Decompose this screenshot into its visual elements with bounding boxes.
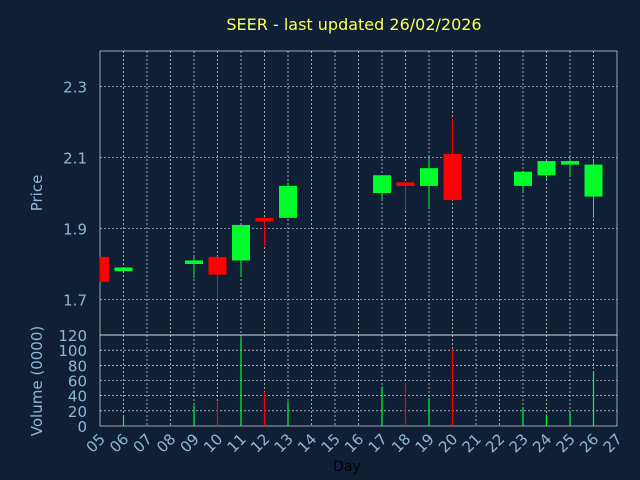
- candle-body: [232, 224, 250, 261]
- candle: [443, 118, 462, 201]
- candle: [561, 157, 579, 176]
- candle-body: [279, 185, 297, 218]
- candle: [208, 256, 227, 300]
- x-axis-label: Day: [333, 459, 361, 475]
- chart-title: SEER - last updated 26/02/2026: [226, 15, 481, 34]
- candle: [373, 175, 391, 201]
- price-y-tick: 1.9: [63, 221, 87, 239]
- candle: [99, 256, 109, 282]
- candle: [232, 224, 250, 275]
- candle-body: [537, 161, 556, 176]
- candle-body: [255, 217, 274, 222]
- candle-body: [208, 256, 227, 275]
- candle-body: [373, 175, 391, 193]
- candle-body: [514, 171, 532, 186]
- candle-body: [100, 256, 109, 282]
- candle: [584, 161, 603, 218]
- volume-y-tick: 100: [58, 342, 87, 360]
- candle-body: [185, 260, 203, 264]
- candle-body: [114, 267, 133, 272]
- price-panel: 1.7 1.9 2.1 2.3 Price: [28, 50, 618, 336]
- volume-bars: [122, 337, 595, 426]
- candle-body: [561, 161, 579, 165]
- price-y-tick-labels: 1.7 1.9 2.1 2.3: [63, 79, 87, 310]
- candle-body: [584, 164, 603, 197]
- volume-y-tick: 80: [68, 357, 87, 375]
- candle: [255, 217, 274, 247]
- candle: [537, 161, 556, 179]
- candle: [279, 182, 297, 218]
- candle-body: [443, 153, 462, 201]
- candle: [514, 171, 532, 193]
- volume-y-tick: 0: [77, 418, 87, 436]
- price-axis-label: Price: [28, 175, 46, 212]
- candlesticks: [99, 118, 603, 300]
- candle: [420, 157, 438, 208]
- candle-body: [420, 168, 438, 186]
- candle: [114, 267, 133, 272]
- price-y-tick: 2.1: [63, 150, 87, 168]
- price-y-tick: 2.3: [63, 79, 87, 97]
- volume-y-tick: 20: [68, 403, 87, 421]
- x-tick-labels: 0506070809101112131415161718192021222324…: [83, 430, 626, 456]
- candle: [185, 256, 203, 279]
- volume-y-tick: 60: [68, 373, 87, 391]
- volume-y-tick: 40: [68, 388, 87, 406]
- volume-axis-label: Volume (0000): [28, 326, 46, 436]
- volume-y-tick: 120: [58, 327, 87, 345]
- candle: [396, 182, 415, 211]
- price-y-tick: 1.7: [63, 292, 87, 310]
- candle-body: [396, 182, 415, 186]
